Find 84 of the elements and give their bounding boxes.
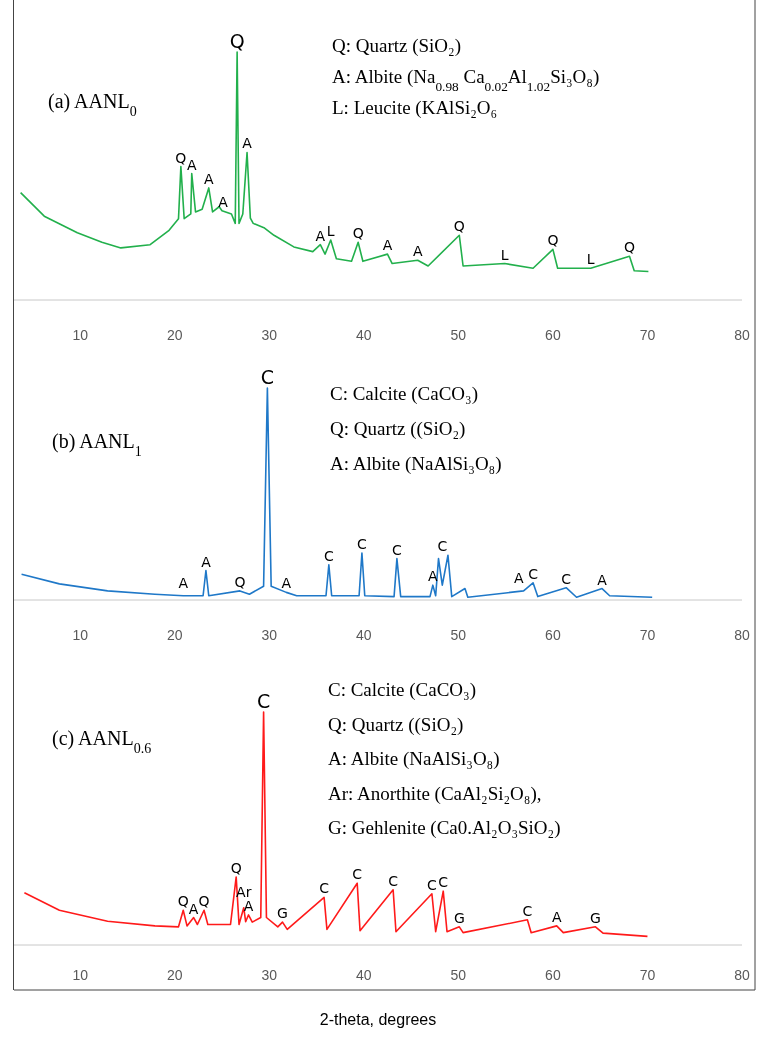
annotation: L: Leucite (KAlSi₂O₆ bbox=[332, 97, 498, 119]
annotation: A bbox=[597, 571, 608, 588]
annotation: Q bbox=[175, 149, 187, 166]
annotation: G bbox=[277, 905, 288, 922]
annotation: A bbox=[178, 574, 189, 591]
annotation: C bbox=[357, 535, 368, 552]
x-tick-label: 50 bbox=[450, 327, 467, 343]
x-tick-label: 50 bbox=[450, 627, 467, 643]
annotation: A bbox=[551, 908, 562, 925]
annotation: A bbox=[412, 243, 423, 260]
annotation: Q bbox=[229, 30, 245, 52]
annotation: A bbox=[514, 570, 525, 587]
annotation: G: Gehlenite (Ca0.Al₂O₃SiO₂) bbox=[328, 817, 561, 839]
annotation: A bbox=[201, 553, 212, 570]
x-tick-label: 40 bbox=[356, 627, 372, 643]
text: (a) AANL$_{0}$ bbox=[48, 90, 137, 119]
annotation: C bbox=[256, 690, 271, 712]
annotation: Q bbox=[234, 573, 246, 590]
x-tick-label: 20 bbox=[166, 967, 183, 983]
annotation: C bbox=[438, 874, 449, 891]
annotation: A bbox=[242, 135, 253, 152]
annotation: Q bbox=[453, 218, 465, 235]
annotation: Q: Quartz ((SiO₂) bbox=[330, 418, 466, 440]
annotation: A bbox=[281, 575, 292, 592]
x-tick-label: 10 bbox=[72, 327, 89, 343]
annotation: G bbox=[453, 909, 465, 926]
annotation: C bbox=[319, 880, 330, 897]
annotation: C bbox=[561, 570, 572, 587]
annotation: Q bbox=[177, 893, 189, 910]
annotation: Q: Quartz (SiO₂) bbox=[332, 35, 462, 57]
x-tick-label: 60 bbox=[545, 967, 561, 983]
annotation: C bbox=[437, 538, 448, 555]
x-tick-label: 20 bbox=[166, 627, 183, 643]
x-tick-label: 30 bbox=[261, 967, 278, 983]
annotation: Q bbox=[198, 893, 210, 910]
annotation: A: Albite (NaAlSi₃O₈) bbox=[328, 748, 500, 770]
x-tick-label: 80 bbox=[734, 327, 750, 343]
x-tick-label: 50 bbox=[450, 967, 467, 983]
annotation: Q bbox=[352, 225, 364, 242]
annotation: A: Albite (Na$_{0.98}$ Ca$_{0.02}$Al$_{1.02}$Si₃O₈) bbox=[332, 66, 600, 94]
x-tick-label: 60 bbox=[545, 627, 561, 643]
annotation: G bbox=[590, 909, 601, 926]
annotation: A bbox=[243, 897, 254, 914]
annotation: C bbox=[392, 541, 403, 558]
annotation: C bbox=[352, 866, 363, 883]
x-tick-label: 10 bbox=[72, 967, 89, 983]
annotation: C bbox=[260, 366, 275, 388]
x-tick-label: 80 bbox=[734, 627, 750, 643]
x-tick-label: 80 bbox=[734, 967, 750, 983]
annotation: C: Calcite (CaCO₃) bbox=[330, 383, 479, 405]
annotation: A bbox=[203, 170, 214, 187]
x-tick-label: 60 bbox=[545, 327, 561, 343]
annotation: C bbox=[528, 565, 539, 582]
annotation: Ar: Anorthite (CaAl₂Si₂O₈), bbox=[328, 782, 542, 805]
annotation: C bbox=[323, 547, 334, 564]
x-axis-title: 2-theta, degrees bbox=[319, 1011, 437, 1028]
annotation: A bbox=[188, 900, 199, 917]
x-tick-label: 30 bbox=[261, 327, 278, 343]
text: (c) AANL$_{0.6}$ bbox=[52, 727, 152, 756]
annotation: A bbox=[186, 156, 197, 173]
annotation: Q bbox=[623, 239, 636, 256]
annotation: Q: Quartz ((SiO₂) bbox=[328, 713, 464, 736]
annotation: Q bbox=[547, 232, 559, 249]
x-tick-label: 10 bbox=[72, 627, 89, 643]
annotation: L bbox=[586, 250, 595, 267]
x-tick-label: 40 bbox=[356, 327, 372, 343]
annotation: A bbox=[382, 237, 393, 254]
x-tick-label: 70 bbox=[639, 967, 656, 983]
annotation: Q bbox=[230, 859, 242, 876]
x-tick-label: 20 bbox=[166, 327, 183, 343]
annotation: A: Albite (NaAlSi₃O₈) bbox=[330, 453, 502, 475]
annotation: A bbox=[218, 193, 229, 210]
annotation: A bbox=[315, 227, 326, 244]
text: C: Calcite (CaCO₃) bbox=[328, 679, 477, 701]
annotation: C bbox=[427, 876, 437, 893]
annotation: L bbox=[326, 222, 335, 239]
x-tick-label: 70 bbox=[639, 327, 656, 343]
x-tick-label: 30 bbox=[261, 627, 278, 643]
annotation: L bbox=[500, 246, 509, 263]
annotation: C bbox=[388, 872, 399, 889]
x-tick-label: 70 bbox=[639, 627, 656, 643]
text: (b) AANL$_{1}$ bbox=[52, 430, 142, 459]
x-tick-label: 40 bbox=[356, 967, 372, 983]
annotation: C bbox=[522, 902, 533, 919]
